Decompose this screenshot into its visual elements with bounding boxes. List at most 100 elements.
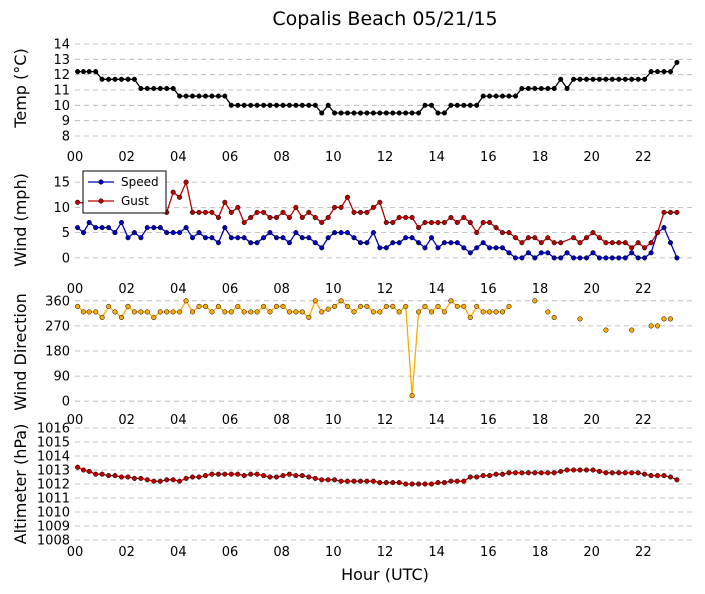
data-point [642,471,648,477]
data-point [648,323,654,329]
data-point [319,309,325,315]
data-point [261,209,267,215]
data-point [648,69,654,75]
x-tick-label: 10 [325,282,342,297]
data-point [629,76,635,82]
y-tick-label: 1012 [37,478,70,493]
data-point [299,235,305,241]
data-point [273,474,280,480]
data-point [228,102,234,108]
data-point [551,240,557,246]
data-point [661,225,667,231]
data-point [435,303,441,309]
data-point [112,309,118,315]
data-point [215,240,221,246]
data-point [545,470,551,476]
data-point [261,102,267,108]
data-point [151,478,157,484]
y-tick-label: 14 [53,38,70,53]
y-tick-label: 0 [62,251,70,266]
data-point [138,235,144,241]
data-point [312,240,318,246]
data-point [189,309,196,315]
data-point [525,250,531,256]
data-point [183,225,189,231]
data-point [80,309,87,315]
y-tick-label: 1015 [37,436,70,451]
data-point [118,314,125,321]
data-point [416,110,422,116]
data-point [609,240,615,246]
data-point [241,235,247,241]
x-tick-label: 14 [428,545,445,560]
data-point [403,214,409,221]
data-point [183,93,189,99]
x-tick-label: 14 [428,282,445,297]
data-point [170,477,176,483]
data-point [616,255,622,261]
data-point [228,309,234,315]
data-point [209,93,215,99]
data-point [241,309,247,315]
data-point [590,76,596,82]
wind-legend: Speed Gust [82,170,167,214]
data-point [351,478,357,484]
data-point [286,471,292,477]
data-point [319,245,325,251]
y-tick-label: 1009 [37,520,70,535]
data-point [396,309,402,315]
data-point [99,76,105,82]
data-point [319,219,325,226]
x-tick-label: 08 [273,545,290,560]
data-point [577,76,583,82]
x-tick-label: 20 [583,545,600,560]
data-point [351,110,357,116]
series-line [77,221,678,259]
data-point [377,110,383,116]
data-point [235,471,241,477]
data-point [306,314,312,321]
data-point [332,230,338,236]
data-point [648,473,654,479]
data-point [183,475,189,481]
data-point [80,69,87,75]
data-point [357,110,364,116]
data-point [512,93,519,99]
data-point [506,303,512,309]
data-point [448,102,454,108]
data-point [416,225,422,231]
data-point [383,110,389,116]
data-point [396,240,402,246]
data-point [551,255,557,261]
data-point [312,214,318,221]
data-point [189,209,196,215]
data-point [577,240,583,246]
x-tick-label: 00 [67,545,84,560]
data-point [209,471,215,477]
data-point [545,85,551,92]
data-point [577,316,583,322]
data-point [596,235,602,241]
data-point [583,467,590,473]
data-point [364,303,370,309]
data-point [370,478,376,484]
x-tick-label: 02 [118,282,135,297]
data-point [551,314,557,321]
data-point [403,481,409,487]
data-point [112,76,118,82]
data-point [364,240,370,246]
x-tick-label: 18 [532,413,549,428]
data-point [441,309,447,315]
data-point [306,235,312,241]
data-point [609,255,615,261]
data-point [125,76,131,82]
data-point [661,69,667,75]
data-point [351,209,357,215]
data-point [170,230,176,236]
data-point [416,309,422,315]
x-tick-label: 12 [377,413,394,428]
data-point [157,225,163,231]
y-tick-label: 5 [62,226,70,241]
data-point [273,102,280,108]
data-point [241,473,247,479]
